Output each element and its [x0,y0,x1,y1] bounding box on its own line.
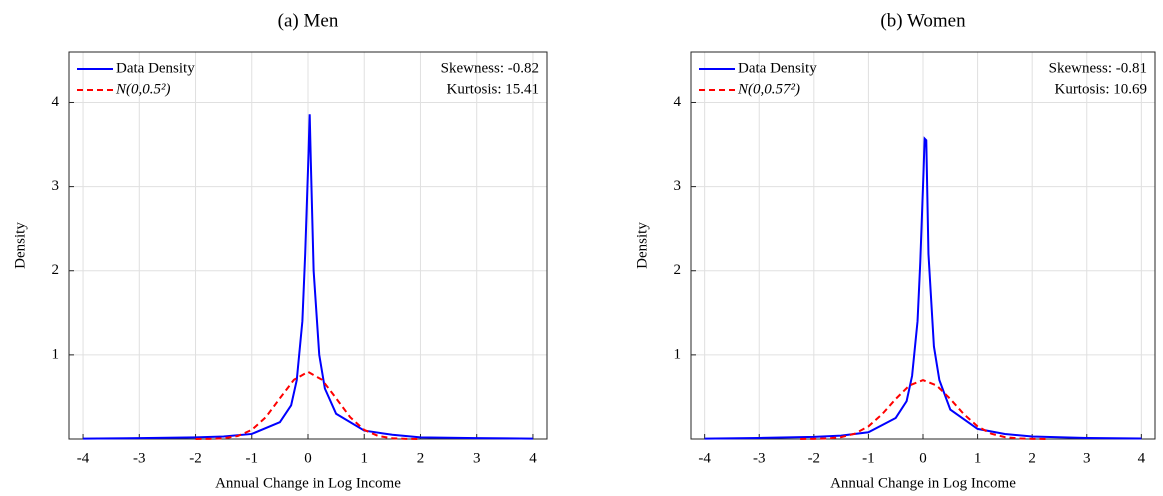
legend-label: Data Density [738,60,817,76]
axes-box [690,51,1156,440]
x-axis-label: Annual Change in Log Income [215,475,401,491]
series-line [195,370,421,440]
x-tick-label: 4 [529,450,537,466]
y-tick-label: 3 [674,178,682,194]
y-tick-label: 1 [52,346,60,362]
x-tick-label: -3 [753,450,766,466]
x-tick-label: 3 [473,450,481,466]
legend-label: N(0,0.5²) [115,81,171,97]
y-tick-label: 1 [674,346,682,362]
y-tick-label: 4 [674,94,682,110]
x-tick-label: -1 [246,450,259,466]
x-tick-label: 1 [360,450,368,466]
x-tick-label: 0 [304,450,312,466]
x-axis-label: Annual Change in Log Income [830,475,1016,491]
x-tick-label: 2 [417,450,425,466]
x-tick-label: -2 [808,450,821,466]
y-tick-label: 2 [52,262,60,278]
x-tick-label: 0 [919,450,927,466]
legend-label: Data Density [116,60,195,76]
legend-label: N(0,0.57²) [737,81,800,97]
chart-title: (a) Men [278,10,339,31]
annotation: Kurtosis: 10.69 [1054,81,1147,97]
annotation: Skewness: -0.82 [441,60,539,76]
y-tick-label: 3 [52,178,60,194]
y-tick-label: 4 [52,94,60,110]
annotation: Kurtosis: 15.41 [446,81,539,97]
x-tick-label: -3 [133,450,146,466]
x-tick-label: 1 [974,450,982,466]
x-tick-label: -2 [189,450,202,466]
x-tick-label: -4 [698,450,711,466]
x-tick-label: 3 [1083,450,1091,466]
x-tick-label: 4 [1138,450,1146,466]
annotation: Skewness: -0.81 [1049,60,1147,76]
y-axis-label: Density [12,222,28,269]
axes-box [68,51,548,440]
y-tick-label: 2 [674,262,682,278]
x-tick-label: 2 [1028,450,1036,466]
x-tick-label: -4 [77,450,90,466]
y-axis-label: Density [634,222,650,269]
chart-title: (b) Women [880,10,966,31]
series-line [800,379,1046,440]
x-tick-label: -1 [862,450,875,466]
